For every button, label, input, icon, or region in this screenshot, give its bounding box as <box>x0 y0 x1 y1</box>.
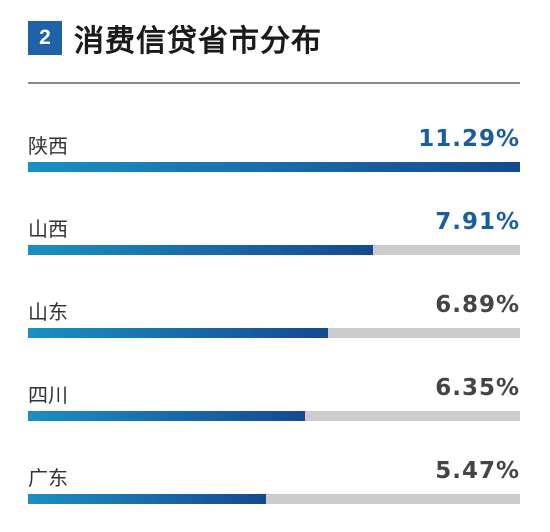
bar-label: 广东 <box>28 466 68 490</box>
bar-label: 山西 <box>28 217 68 241</box>
bar-value-label: 6.89% <box>435 292 520 318</box>
bar-fill <box>28 245 373 255</box>
section-number-badge: 2 <box>28 21 62 55</box>
bar-label: 陕西 <box>28 134 68 158</box>
bar-fill <box>28 328 328 338</box>
bar-label: 四川 <box>28 383 68 407</box>
bar-label: 山东 <box>28 300 68 324</box>
bar-track <box>28 494 520 504</box>
bar-track <box>28 411 520 421</box>
bar-fill <box>28 411 305 421</box>
bar-value-label: 5.47% <box>435 458 520 484</box>
bar-row: 陕西 11.29% <box>28 100 520 180</box>
bar-row: 山东 6.89% <box>28 266 520 346</box>
bar-row: 四川 6.35% <box>28 349 520 429</box>
bar-fill <box>28 162 520 172</box>
section-header: 2 消费信贷省市分布 <box>28 18 322 59</box>
bar-track <box>28 245 520 255</box>
bar-track <box>28 162 520 172</box>
bar-row: 山西 7.91% <box>28 183 520 263</box>
bar-value-label: 11.29% <box>418 126 520 152</box>
bar-track <box>28 328 520 338</box>
bar-fill <box>28 494 266 504</box>
bar-row: 广东 5.47% <box>28 432 520 512</box>
bar-value-label: 7.91% <box>435 209 520 235</box>
divider <box>28 82 520 84</box>
section-title: 消费信贷省市分布 <box>74 24 322 59</box>
bar-value-label: 6.35% <box>435 375 520 401</box>
